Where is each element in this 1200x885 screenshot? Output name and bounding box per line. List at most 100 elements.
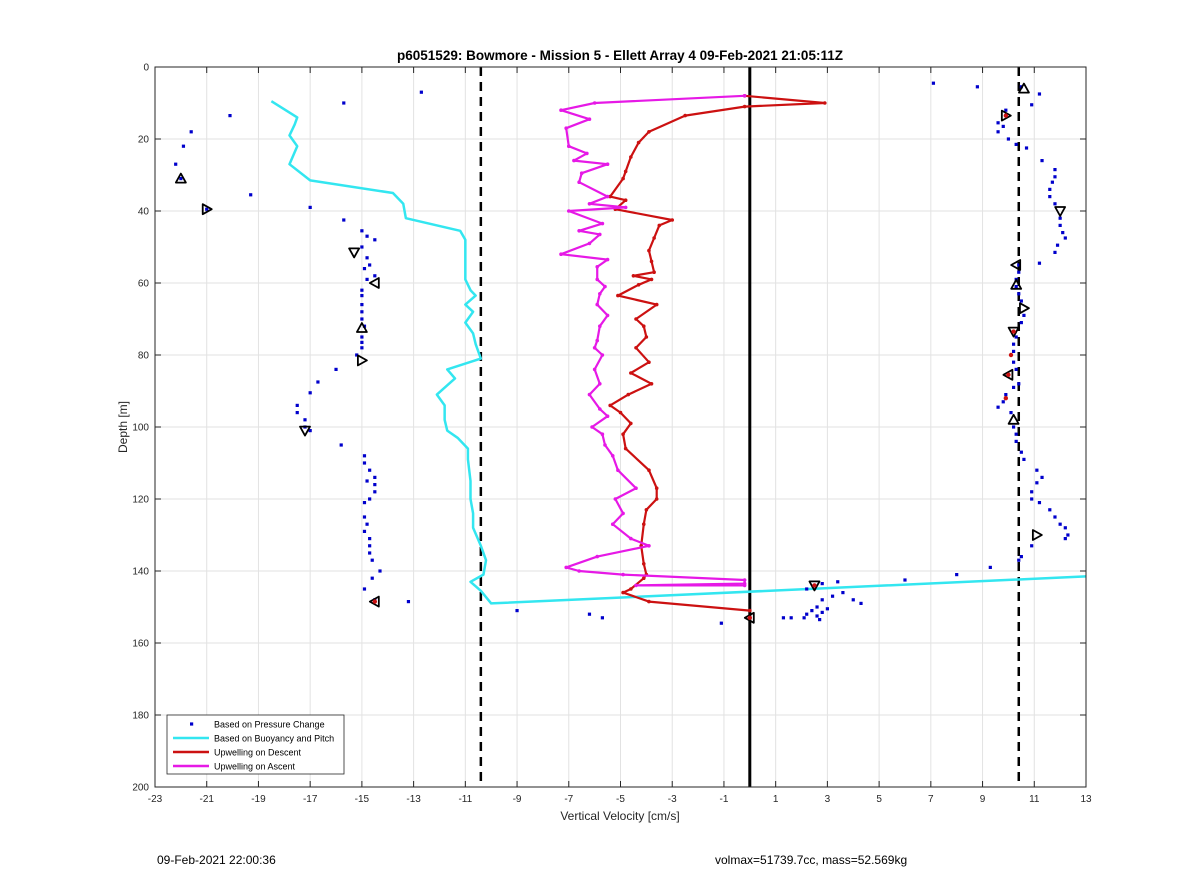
pressure-point (249, 193, 253, 197)
pressure-point (1030, 544, 1034, 548)
ascent-point (629, 536, 633, 541)
x-tick-label: -3 (668, 794, 677, 805)
pressure-point (1011, 425, 1016, 429)
descent-point (644, 335, 649, 339)
pressure-point (818, 618, 822, 622)
pressure-point (810, 609, 814, 613)
pressure-point (1048, 508, 1052, 512)
ascent-point (587, 392, 592, 397)
pressure-point (342, 218, 346, 222)
pressure-point (1014, 432, 1018, 436)
pressure-point (841, 591, 845, 595)
legend: Based on Pressure Change Based on Buoyanc… (166, 714, 345, 775)
ascent-point (600, 432, 605, 437)
ascent-point (598, 292, 602, 296)
pressure-point (355, 353, 359, 357)
pressure-point (365, 522, 369, 526)
ascent-point (616, 468, 620, 473)
pressure-point (1014, 285, 1018, 289)
pressure-point (1035, 481, 1039, 485)
pressure-point (859, 601, 863, 605)
pressure-point (820, 582, 824, 586)
descent-point (608, 194, 612, 199)
pressure-point (303, 418, 307, 422)
pressure-point (781, 616, 786, 620)
pressure-point (360, 245, 364, 249)
ascent-point (600, 353, 605, 357)
x-axis-label: Vertical Velocity [cm/s] (560, 809, 679, 823)
pressure-point (295, 403, 299, 407)
pressure-point (1011, 349, 1016, 353)
x-tick-label: -21 (199, 794, 214, 805)
pressure-point (1035, 468, 1039, 472)
descent-point (647, 130, 651, 134)
ascent-point (595, 277, 600, 282)
ascent-point (605, 414, 610, 419)
pressure-point (360, 294, 364, 298)
ascent-point (605, 313, 610, 318)
pressure-point (1006, 137, 1011, 141)
chart-title: p6051529: Bowmore - Mission 5 - Ellett A… (397, 48, 843, 63)
descent-point (641, 522, 646, 526)
triangle-marker (743, 611, 755, 624)
footer-vol-mass: volmax=51739.7cc, mass=52.569kg (715, 853, 908, 867)
pressure-point (1004, 108, 1008, 112)
descent-point (629, 155, 633, 159)
pressure-point (1019, 450, 1023, 454)
descent-line (609, 94, 826, 612)
descent-point (647, 360, 651, 365)
y-tick-label: 80 (138, 351, 150, 362)
ascent-point (605, 194, 610, 199)
triangle-marker (1054, 206, 1067, 217)
pressure-point (836, 580, 840, 584)
pressure-point (362, 454, 367, 458)
legend-label: Based on Pressure Change (214, 720, 325, 730)
x-tick-label: 11 (1029, 794, 1040, 805)
pressure-point (205, 207, 209, 211)
pressure-point (1053, 202, 1057, 206)
ascent-point (603, 284, 607, 289)
pressure-point (1030, 497, 1034, 501)
pressure-point (368, 468, 372, 472)
ascent-point (592, 367, 597, 372)
descent-point (654, 302, 659, 307)
x-tick-label: 13 (1080, 794, 1092, 805)
triangle-marker (1007, 413, 1020, 425)
x-tick-label: -15 (355, 794, 370, 805)
ascent-point (598, 324, 602, 329)
pressure-point (1055, 243, 1060, 247)
pressure-point (373, 483, 377, 487)
descent-point (647, 599, 651, 604)
triangle-marker (368, 595, 380, 608)
pressure-point (820, 610, 824, 614)
pressure-point (805, 587, 809, 591)
y-tick-label: 200 (132, 783, 149, 794)
pressure-point (1058, 216, 1062, 220)
descent-point (644, 508, 649, 512)
x-tick-label: 5 (876, 794, 882, 805)
ascent-point (559, 108, 563, 112)
ascent-point (587, 117, 592, 121)
descent-point (623, 169, 628, 174)
descent-point (652, 236, 656, 240)
y-tick-label: 20 (138, 135, 150, 146)
ascent-point (577, 569, 581, 573)
descent-point (742, 104, 747, 109)
pressure-point (1019, 555, 1023, 559)
pressure-point (1048, 195, 1052, 199)
descent-point (621, 590, 625, 595)
pressure-point (228, 114, 232, 118)
ascent-point (595, 265, 600, 269)
x-tick-label: -13 (406, 794, 421, 805)
pressure-point (1040, 475, 1044, 479)
pressure-point (931, 81, 936, 85)
descent-point (652, 270, 656, 275)
y-tick-label: 60 (138, 279, 150, 290)
x-tick-label: -17 (303, 794, 318, 805)
pressure-point (1022, 457, 1026, 461)
legend-label: Upwelling on Ascent (214, 762, 296, 772)
pressure-point (373, 274, 377, 278)
pressure-point (360, 335, 364, 339)
pressure-point (360, 346, 364, 350)
pressure-point (996, 130, 1000, 134)
